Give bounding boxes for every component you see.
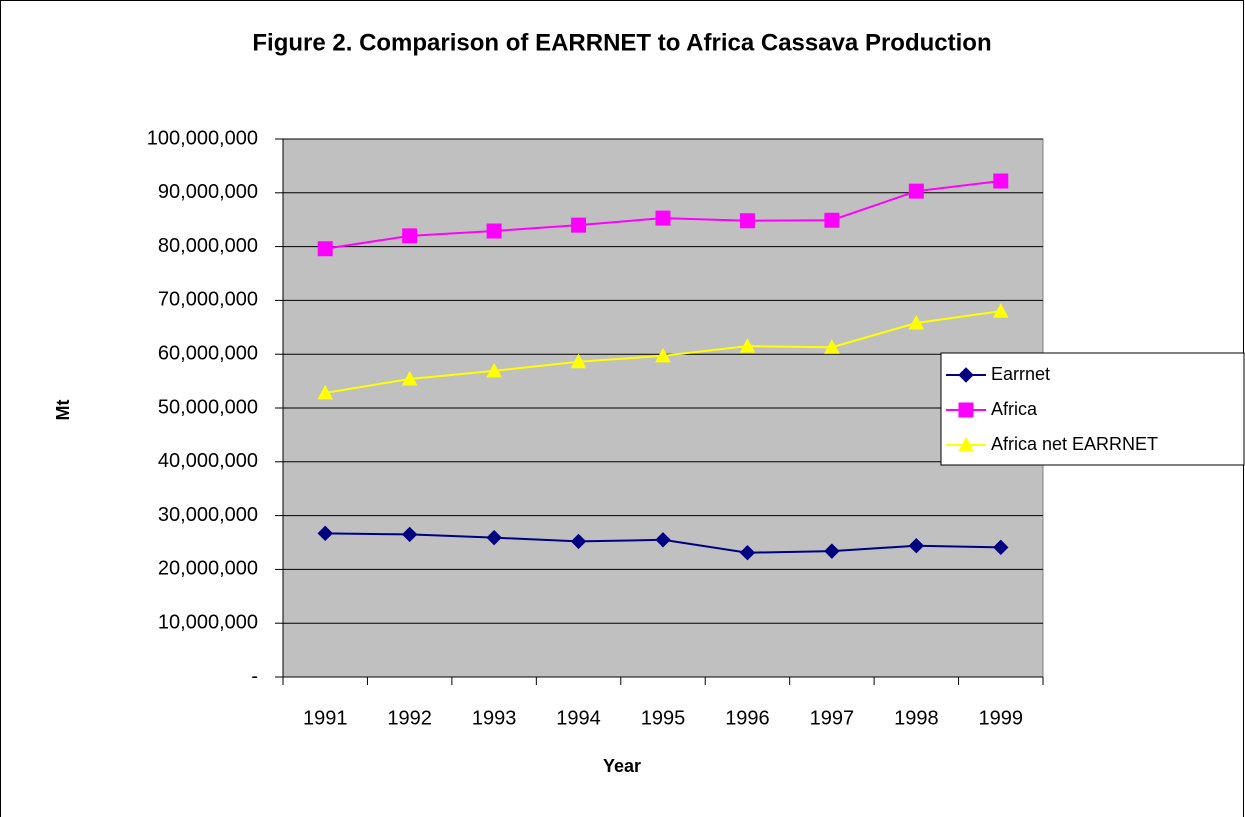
marker	[739, 545, 756, 561]
marker	[739, 338, 756, 353]
marker	[739, 213, 755, 229]
marker	[486, 529, 502, 546]
legend-label: Earrnet	[991, 364, 1050, 384]
y-tick-label: 80,000,000	[158, 235, 258, 257]
marker	[570, 353, 587, 369]
marker	[993, 173, 1009, 189]
marker	[486, 223, 502, 239]
marker	[317, 241, 333, 257]
marker	[824, 212, 840, 228]
marker	[908, 314, 925, 330]
chart-title: Figure 2. Comparison of EARRNET to Afric…	[252, 29, 991, 56]
y-tick-label: 70,000,000	[158, 289, 258, 311]
y-tick-label: 30,000,000	[158, 504, 258, 526]
marker	[570, 533, 587, 550]
x-tick-label: 1994	[556, 707, 601, 729]
x-tick-label: 1993	[472, 707, 517, 729]
y-axis-label: Mt	[53, 400, 73, 421]
legend-marker	[958, 436, 974, 452]
x-tick-label: 1998	[894, 707, 939, 729]
x-tick-label: 1995	[641, 707, 686, 729]
marker	[401, 370, 418, 386]
marker	[824, 543, 840, 559]
marker	[655, 347, 671, 363]
marker	[655, 532, 671, 548]
x-tick-label: 1996	[725, 707, 770, 729]
marker	[824, 339, 840, 354]
legend	[940, 352, 1245, 466]
marker	[486, 362, 502, 378]
marker	[992, 303, 1009, 318]
legend-label: Africa net EARRNET	[991, 434, 1158, 454]
y-tick-label: 40,000,000	[158, 450, 258, 472]
y-tick-label: 50,000,000	[158, 396, 258, 418]
y-tick-label: 60,000,000	[158, 342, 258, 364]
legend-marker	[958, 367, 974, 383]
marker	[908, 183, 924, 199]
marker	[655, 210, 671, 226]
x-axis-label: Year	[603, 756, 641, 776]
marker	[993, 539, 1009, 556]
x-tick-label: 1997	[810, 707, 855, 729]
legend-marker	[958, 402, 974, 418]
x-tick-label: 1992	[387, 707, 432, 729]
marker	[317, 384, 334, 400]
x-tick-label: 1999	[979, 707, 1024, 729]
legend-label: Africa	[991, 399, 1038, 419]
y-tick-label: 100,000,000	[147, 127, 258, 149]
marker	[908, 538, 925, 554]
y-tick-label: 10,000,000	[158, 611, 258, 633]
x-tick-label: 1991	[303, 707, 348, 729]
marker	[317, 525, 333, 542]
y-tick-label: 90,000,000	[158, 181, 258, 203]
marker	[401, 526, 418, 543]
y-tick-label: 20,000,000	[158, 558, 258, 580]
marker	[571, 217, 587, 233]
y-tick-label: -	[251, 665, 258, 687]
marker	[402, 228, 418, 244]
